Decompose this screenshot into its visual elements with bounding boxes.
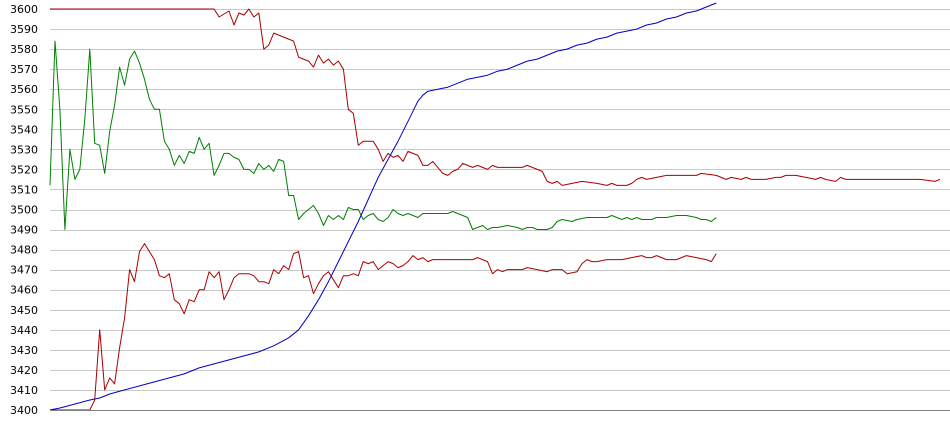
y-tick-label-3470: 3470 xyxy=(10,264,38,277)
y-tick-label-3490: 3490 xyxy=(10,224,38,237)
series-line-1 xyxy=(50,8,941,186)
y-tick-label-3600: 3600 xyxy=(10,3,38,16)
y-tick-label-3590: 3590 xyxy=(10,23,38,36)
y-tick-label-3420: 3420 xyxy=(10,364,38,377)
gridlines xyxy=(50,9,950,411)
y-tick-label-3520: 3520 xyxy=(10,163,38,176)
y-tick-label-3430: 3430 xyxy=(10,344,38,357)
y-tick-label-3440: 3440 xyxy=(10,324,38,337)
y-tick-label-3540: 3540 xyxy=(10,123,38,136)
series-line-2 xyxy=(49,40,717,230)
y-tick-label-3550: 3550 xyxy=(10,103,38,116)
y-tick-label-3400: 3400 xyxy=(10,404,38,417)
y-tick-label-3460: 3460 xyxy=(10,284,38,297)
y-tick-label-3410: 3410 xyxy=(10,384,38,397)
y-tick-label-3570: 3570 xyxy=(10,63,38,76)
series-lines xyxy=(49,2,941,411)
series-line-4 xyxy=(49,2,717,411)
y-tick-label-3450: 3450 xyxy=(10,304,38,317)
y-tick-label-3580: 3580 xyxy=(10,43,38,56)
series-line-3 xyxy=(50,243,717,411)
y-tick-label-3510: 3510 xyxy=(10,183,38,196)
y-tick-label-3560: 3560 xyxy=(10,83,38,96)
y-tick-label-3530: 3530 xyxy=(10,143,38,156)
y-tick-label-3500: 3500 xyxy=(10,204,38,217)
y-tick-labels: 3400 3410 3420 3430 3440 3450 3460 3470 3480 3490… xyxy=(10,3,38,417)
y-tick-label-3480: 3480 xyxy=(10,244,38,257)
